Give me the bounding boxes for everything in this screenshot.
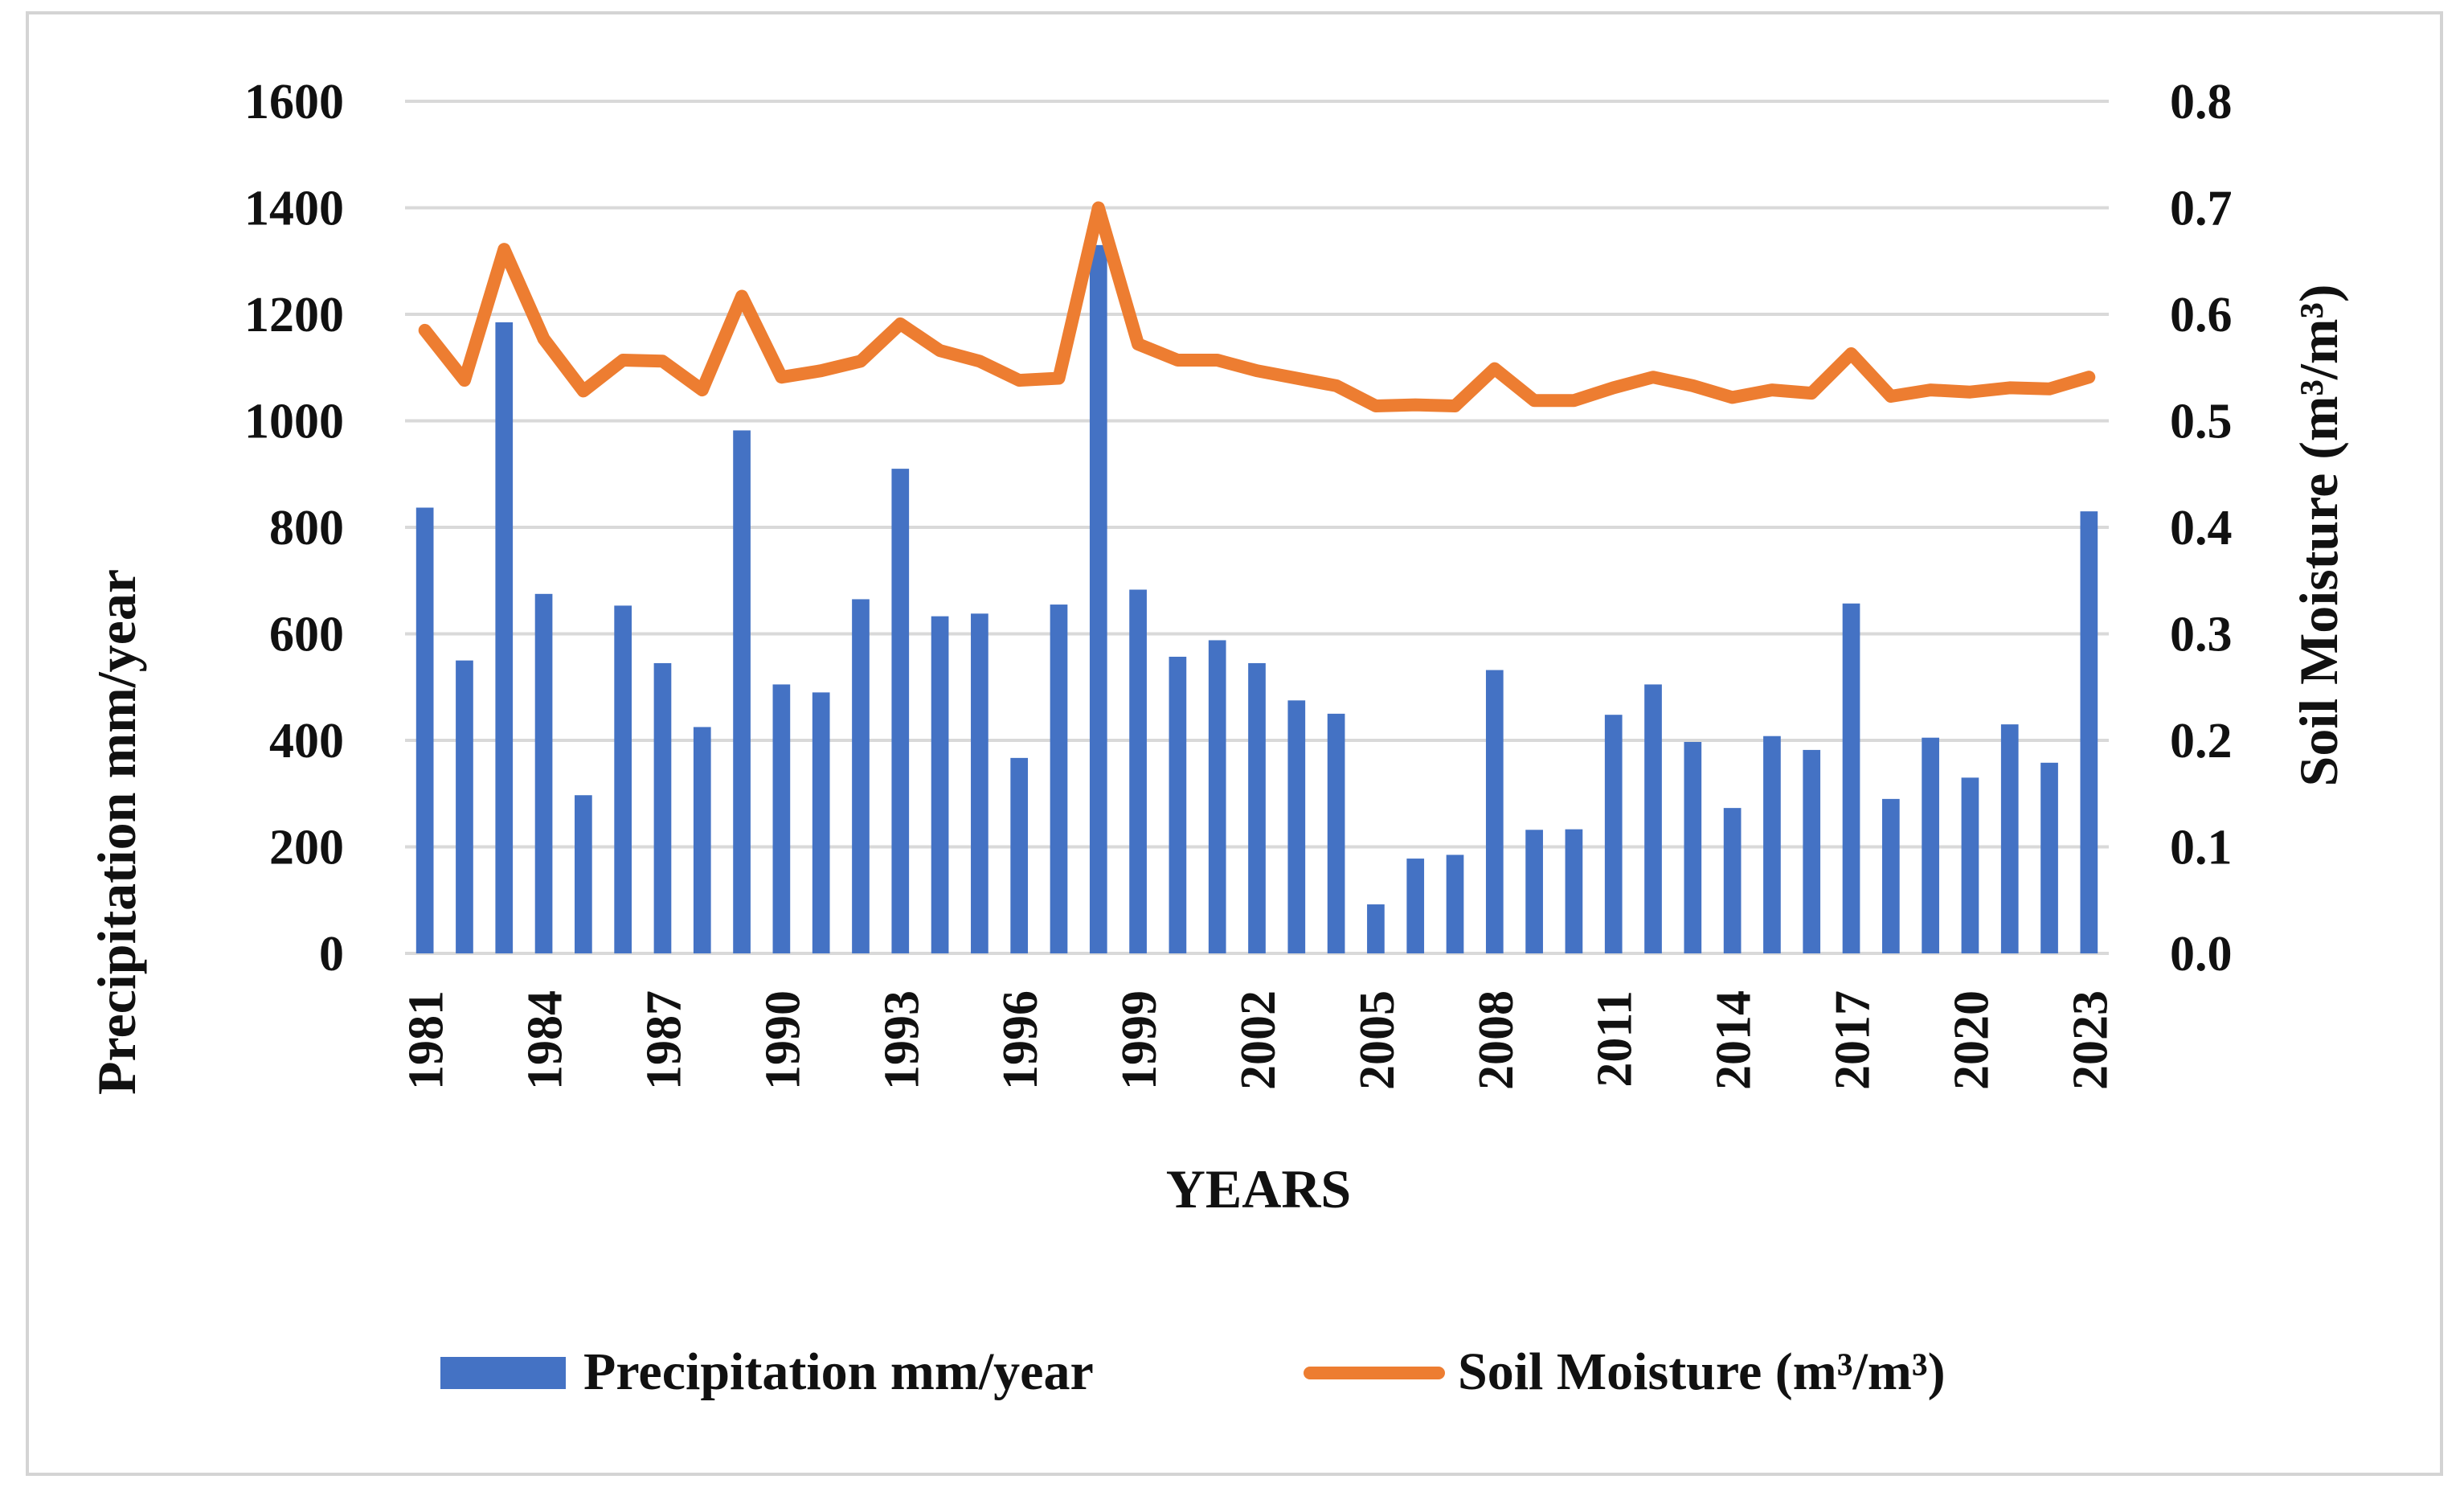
right-tick-label: 0.7 [2170, 182, 2233, 236]
left-tick-label: 1600 [244, 75, 344, 129]
x-tick-label: 2005 [1350, 990, 1405, 1090]
precipitation-bar [534, 593, 553, 953]
x-tick-label: 2014 [1707, 990, 1762, 1090]
left-tick-label: 200 [269, 821, 344, 875]
left-tick-label: 400 [269, 714, 344, 768]
right-tick-label: 0.6 [2170, 288, 2233, 342]
precipitation-bar [1881, 798, 1900, 953]
precipitation-bar [1803, 749, 1821, 953]
right-tick-label: 0.8 [2170, 75, 2233, 129]
precipitation-bar [852, 599, 870, 953]
precipitation-bar [1169, 656, 1187, 953]
precipitation-bar [1208, 640, 1226, 953]
legend-swatch-precipitation [440, 1357, 566, 1389]
gridlines [405, 100, 2109, 955]
precipitation-bar [693, 727, 711, 953]
precipitation-bar [1129, 589, 1147, 953]
left-tick-label: 1400 [244, 182, 344, 236]
precipitation-bar [1010, 757, 1029, 953]
precipitation-bar [1327, 713, 1345, 953]
precipitation-bar [456, 660, 473, 953]
precipitation-bar [1485, 670, 1504, 953]
x-tick-label: 1981 [399, 990, 454, 1090]
x-tick-label: 1987 [637, 990, 692, 1090]
left-axis-ticks: 0 200 400 600 800 1000 1200 1400 1600 [244, 75, 344, 982]
right-tick-label: 0.4 [2170, 501, 2233, 555]
precipitation-bar [733, 430, 751, 953]
precipitation-bar [1644, 684, 1662, 953]
left-tick-label: 600 [269, 608, 344, 662]
precipitation-bar [1089, 244, 1107, 953]
x-tick-label: 1984 [518, 990, 573, 1090]
right-axis-ticks: 0.0 0.1 0.2 0.3 0.4 0.5 0.6 0.7 0.8 [2170, 75, 2233, 982]
left-axis-title: Precipitation mm/year [86, 569, 147, 1095]
left-tick-label: 0 [319, 927, 344, 982]
right-tick-label: 0.5 [2170, 395, 2233, 449]
precipitation-bar [1525, 830, 1543, 953]
precipitation-bar [1723, 808, 1742, 953]
precipitation-bar [1287, 700, 1306, 953]
precipitation-bar [653, 662, 672, 953]
legend-label-soil-moisture: Soil Moisture (m³/m³) [1458, 1342, 1946, 1401]
precipitation-bar [1050, 605, 1068, 953]
legend-label-precipitation: Precipitation mm/year [583, 1342, 1094, 1401]
precipitation-bar [1684, 741, 1702, 953]
precipitation-bars [415, 244, 2098, 953]
x-tick-label: 2002 [1231, 990, 1286, 1090]
x-tick-label: 2020 [1944, 990, 1999, 1090]
left-tick-label: 1000 [244, 395, 344, 449]
legend: Precipitation mm/year Soil Moisture (m³/… [440, 1342, 1946, 1401]
x-tick-label: 1996 [993, 990, 1048, 1090]
x-tick-label: 2011 [1588, 990, 1643, 1088]
x-tick-label: 2017 [1826, 990, 1881, 1090]
precipitation-bar [1922, 737, 1939, 953]
precipitation-bar [575, 795, 592, 953]
precipitation-bar [1406, 859, 1425, 953]
precipitation-bar [415, 507, 434, 953]
left-tick-label: 800 [269, 501, 344, 555]
x-axis-title: YEARS [1166, 1158, 1352, 1219]
x-tick-label: 1993 [874, 990, 929, 1090]
precipitation-bar [1842, 603, 1860, 953]
soil-moisture-line [418, 201, 2096, 412]
x-tick-label: 1999 [1112, 990, 1167, 1090]
precipitation-bar [891, 469, 910, 953]
precipitation-bar [1446, 855, 1464, 953]
right-tick-label: 0.0 [2170, 927, 2233, 982]
precipitation-bar [1248, 662, 1266, 953]
precipitation-bar [931, 616, 949, 953]
precipitation-bar [2080, 511, 2098, 953]
right-tick-label: 0.1 [2170, 821, 2233, 875]
x-tick-label: 2008 [1469, 990, 1524, 1090]
right-tick-label: 0.2 [2170, 714, 2233, 768]
precipitation-bar [971, 613, 988, 953]
right-axis-title: Soil Moisture (m³/m³) [2288, 285, 2349, 787]
soil-moisture-line-group [418, 201, 2096, 412]
precipitation-bar [812, 692, 830, 953]
precipitation-bar [1961, 777, 1979, 953]
x-tick-label: 2023 [2063, 990, 2118, 1090]
left-tick-label: 1200 [244, 288, 344, 342]
precipitation-bar [1565, 829, 1583, 953]
chart-border [26, 11, 2443, 1476]
precipitation-bar [1604, 715, 1623, 953]
precipitation-bar [2040, 762, 2058, 953]
x-tick-label: 1990 [755, 990, 810, 1090]
right-tick-label: 0.3 [2170, 608, 2233, 662]
precipitation-bar [495, 322, 514, 953]
x-axis-ticks: 1981 1984 1987 1990 1993 1996 1999 2002 2005 2008… [399, 990, 2118, 1090]
precipitation-bar [772, 684, 791, 953]
precipitation-bar [614, 605, 632, 953]
precipitation-bar [1763, 736, 1781, 953]
precipitation-bar [1367, 904, 1385, 953]
precipitation-bar [2000, 724, 2019, 953]
